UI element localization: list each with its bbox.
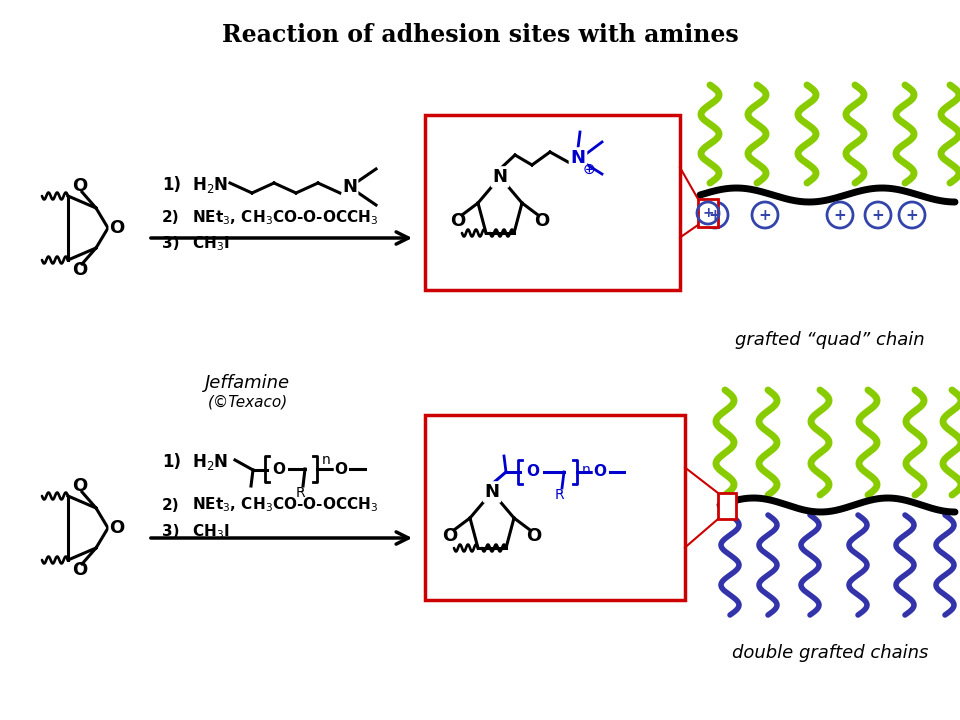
Text: O: O xyxy=(72,177,87,195)
Text: 3): 3) xyxy=(162,524,180,539)
Text: O: O xyxy=(450,212,466,230)
Text: +: + xyxy=(905,207,919,222)
Text: NEt$_3$, CH$_3$CO-O-OCCH$_3$: NEt$_3$, CH$_3$CO-O-OCCH$_3$ xyxy=(192,209,378,228)
Text: O: O xyxy=(72,561,87,579)
Text: H$_2$N: H$_2$N xyxy=(192,452,228,472)
Text: N: N xyxy=(343,178,357,196)
Text: O: O xyxy=(593,464,607,480)
Text: O: O xyxy=(443,527,458,545)
Text: +: + xyxy=(708,207,721,222)
Bar xyxy=(698,199,718,227)
Text: N: N xyxy=(492,168,508,186)
Text: NEt$_3$, CH$_3$CO-O-OCCH$_3$: NEt$_3$, CH$_3$CO-O-OCCH$_3$ xyxy=(192,495,378,514)
Text: O: O xyxy=(535,212,550,230)
Text: n: n xyxy=(582,463,590,477)
Text: Jeffamine: Jeffamine xyxy=(205,374,291,392)
Bar xyxy=(425,115,680,290)
Text: (©Texaco): (©Texaco) xyxy=(208,395,288,410)
Text: O: O xyxy=(334,462,348,477)
Text: O: O xyxy=(526,464,540,480)
Text: double grafted chains: double grafted chains xyxy=(732,644,928,662)
Text: +: + xyxy=(758,207,772,222)
Text: 1): 1) xyxy=(162,176,181,194)
Text: O: O xyxy=(526,527,541,545)
Text: CH$_3$I: CH$_3$I xyxy=(192,523,229,541)
Text: +: + xyxy=(833,207,847,222)
Text: $\oplus$: $\oplus$ xyxy=(583,161,596,176)
Text: CH$_3$I: CH$_3$I xyxy=(192,235,229,253)
Text: grafted “quad” chain: grafted “quad” chain xyxy=(735,331,924,349)
Text: H$_2$N: H$_2$N xyxy=(192,175,228,195)
Text: O: O xyxy=(273,462,285,477)
Text: Reaction of adhesion sites with amines: Reaction of adhesion sites with amines xyxy=(222,23,738,47)
Bar xyxy=(425,415,685,600)
Text: N: N xyxy=(485,483,499,501)
Text: 2): 2) xyxy=(162,498,180,513)
Text: O: O xyxy=(72,261,87,279)
Text: O: O xyxy=(109,219,125,237)
Text: 3): 3) xyxy=(162,236,180,251)
Text: R: R xyxy=(554,488,564,502)
Text: n: n xyxy=(322,453,331,467)
Text: +: + xyxy=(702,206,714,220)
Bar xyxy=(718,493,736,519)
Text: O: O xyxy=(109,519,125,537)
Text: O: O xyxy=(72,477,87,495)
Text: +: + xyxy=(872,207,884,222)
Text: 1): 1) xyxy=(162,453,181,471)
Text: N: N xyxy=(570,149,586,167)
Text: 2): 2) xyxy=(162,210,180,225)
Text: R: R xyxy=(295,486,305,500)
